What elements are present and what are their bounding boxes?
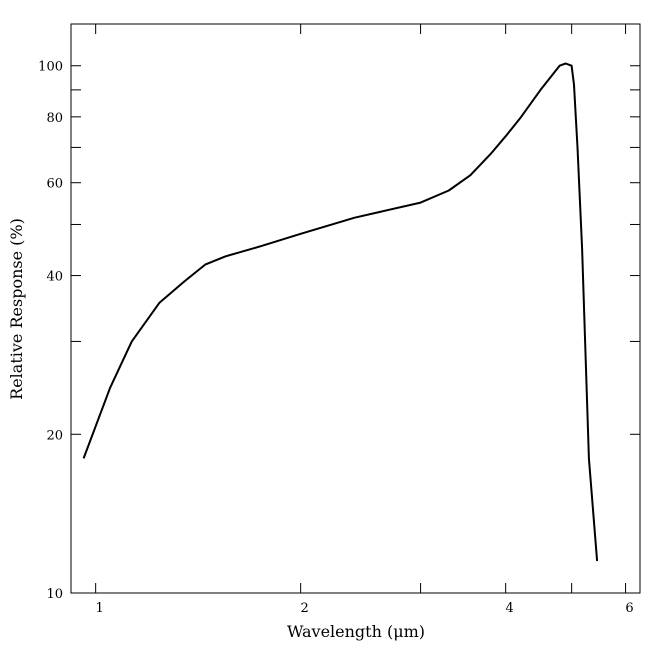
x-axis-label: Wavelength (μm) xyxy=(287,622,425,641)
tick-marks xyxy=(71,24,640,594)
y-tick-label: 10 xyxy=(46,587,63,602)
y-tick-label: 20 xyxy=(46,428,63,443)
y-axis-label: Relative Response (%) xyxy=(7,218,26,400)
tick-labels: 1 2 4 6 10 20 40 60 80 100 xyxy=(38,60,634,616)
y-tick-label: 80 xyxy=(46,111,63,126)
x-tick-label: 4 xyxy=(506,601,514,616)
x-tick-label: 6 xyxy=(625,601,633,616)
y-tick-label: 100 xyxy=(38,60,63,75)
x-tick-label: 1 xyxy=(96,601,104,616)
plot-frame xyxy=(70,23,641,594)
y-tick-label: 60 xyxy=(46,177,63,192)
response-curve xyxy=(82,62,599,562)
y-tick-label: 40 xyxy=(46,270,63,285)
x-tick-label: 2 xyxy=(301,601,309,616)
series-group xyxy=(82,62,599,562)
